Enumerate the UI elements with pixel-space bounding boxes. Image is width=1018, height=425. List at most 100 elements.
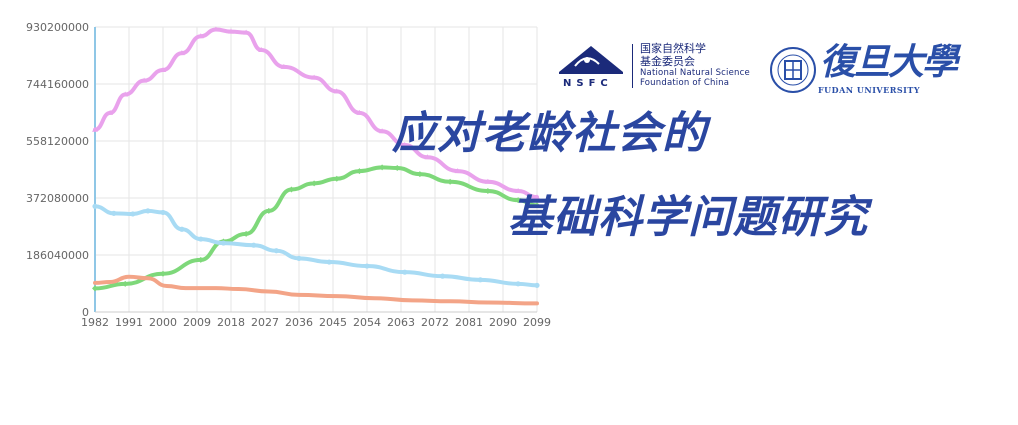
data-point bbox=[333, 88, 340, 94]
nsfc-logo-icon bbox=[559, 46, 623, 74]
fudan-name-en: FUDAN UNIVERSITY bbox=[818, 85, 921, 95]
data-point bbox=[243, 230, 250, 237]
nsfc-name-en-line2: Foundation of China bbox=[640, 78, 730, 88]
data-point bbox=[515, 281, 521, 287]
data-point bbox=[258, 47, 265, 53]
data-point bbox=[311, 74, 318, 80]
data-point bbox=[273, 248, 279, 254]
data-point bbox=[424, 154, 431, 160]
x-tick-label: 2018 bbox=[217, 316, 245, 329]
fudan-seal-icon bbox=[770, 47, 816, 93]
x-tick-label: 2063 bbox=[387, 316, 415, 329]
data-point bbox=[534, 282, 540, 288]
chart-tick-labels: 0 186040000 372080000 558120000 744160000 930… bbox=[26, 21, 551, 329]
data-point bbox=[251, 242, 257, 248]
data-point bbox=[333, 175, 340, 182]
y-tick-label: 0 bbox=[82, 306, 89, 319]
nsfc-acronym: NSFC bbox=[563, 78, 613, 89]
data-point bbox=[326, 259, 332, 265]
series-line bbox=[93, 274, 539, 306]
data-point bbox=[265, 207, 272, 214]
logo-divider bbox=[632, 44, 633, 88]
x-tick-label: 2081 bbox=[455, 316, 483, 329]
x-tick-label: 2099 bbox=[523, 316, 551, 329]
x-tick-label: 1991 bbox=[115, 316, 143, 329]
data-point bbox=[484, 187, 491, 194]
data-point bbox=[178, 50, 185, 56]
data-point bbox=[160, 66, 166, 72]
series-2 bbox=[92, 203, 540, 288]
data-point bbox=[122, 91, 129, 97]
data-point bbox=[311, 180, 318, 187]
data-point bbox=[454, 168, 461, 174]
fudan-name-cn: 復旦大學 bbox=[820, 41, 958, 83]
chart-grid bbox=[94, 26, 538, 313]
data-point bbox=[130, 211, 136, 217]
x-tick-label: 2090 bbox=[489, 316, 517, 329]
data-point bbox=[477, 277, 483, 283]
data-point bbox=[160, 270, 166, 277]
nsfc-name-en-line1: National Natural Science bbox=[640, 68, 750, 78]
data-point bbox=[364, 263, 370, 269]
data-point bbox=[198, 236, 204, 242]
y-tick-label: 372080000 bbox=[26, 192, 89, 205]
data-point bbox=[402, 269, 408, 275]
y-tick-label: 558120000 bbox=[26, 135, 89, 148]
data-point bbox=[394, 164, 401, 171]
nsfc-name: 国家自然科学 基金委员会 National Natural Science Fo… bbox=[640, 42, 750, 88]
series-line bbox=[93, 27, 539, 200]
data-point bbox=[515, 197, 522, 204]
x-tick-label: 2054 bbox=[353, 316, 381, 329]
data-point bbox=[288, 186, 295, 193]
x-tick-label: 2027 bbox=[251, 316, 279, 329]
x-tick-label: 2009 bbox=[183, 316, 211, 329]
data-point bbox=[92, 285, 98, 292]
chart-series bbox=[92, 26, 540, 306]
data-point bbox=[280, 63, 287, 69]
data-point bbox=[92, 126, 98, 132]
data-point bbox=[296, 255, 302, 261]
data-point bbox=[356, 109, 363, 115]
data-point bbox=[379, 128, 386, 134]
headline-line2: 基础科学问题研究 bbox=[508, 192, 868, 243]
data-point bbox=[416, 171, 423, 178]
data-point bbox=[160, 209, 166, 216]
data-point bbox=[228, 28, 234, 34]
data-point bbox=[220, 240, 227, 246]
y-tick-label: 186040000 bbox=[26, 249, 89, 262]
chart-axes bbox=[94, 27, 537, 313]
data-point bbox=[401, 142, 408, 148]
x-tick-label: 2036 bbox=[285, 316, 313, 329]
x-tick-label: 2072 bbox=[421, 316, 449, 329]
data-point bbox=[356, 168, 363, 175]
data-point bbox=[439, 273, 446, 279]
series-1 bbox=[92, 164, 540, 292]
series-0 bbox=[92, 26, 540, 200]
x-tick-label: 1982 bbox=[81, 316, 109, 329]
data-point bbox=[534, 202, 540, 209]
data-point bbox=[179, 226, 185, 232]
data-point bbox=[197, 33, 204, 39]
data-point bbox=[141, 77, 148, 83]
data-point bbox=[243, 29, 250, 35]
series-3 bbox=[93, 274, 539, 306]
series-line bbox=[93, 165, 539, 291]
data-point bbox=[92, 203, 98, 209]
x-tick-label: 2045 bbox=[319, 316, 347, 329]
data-point bbox=[447, 178, 454, 185]
nsfc-name-cn-line1: 国家自然科学 bbox=[640, 42, 706, 55]
x-tick-label: 2000 bbox=[149, 316, 177, 329]
data-point bbox=[515, 187, 522, 193]
data-point bbox=[122, 280, 129, 287]
data-point bbox=[107, 109, 114, 115]
y-tick-label: 930200000 bbox=[26, 21, 89, 34]
data-point bbox=[534, 194, 540, 200]
data-point bbox=[484, 178, 491, 184]
data-point bbox=[212, 26, 219, 32]
data-point bbox=[197, 256, 204, 263]
data-point bbox=[111, 210, 117, 216]
headline-line1: 应对老龄社会的 bbox=[392, 108, 707, 159]
nsfc-name-cn-line2: 基金委员会 bbox=[640, 55, 695, 68]
data-point bbox=[379, 164, 386, 171]
